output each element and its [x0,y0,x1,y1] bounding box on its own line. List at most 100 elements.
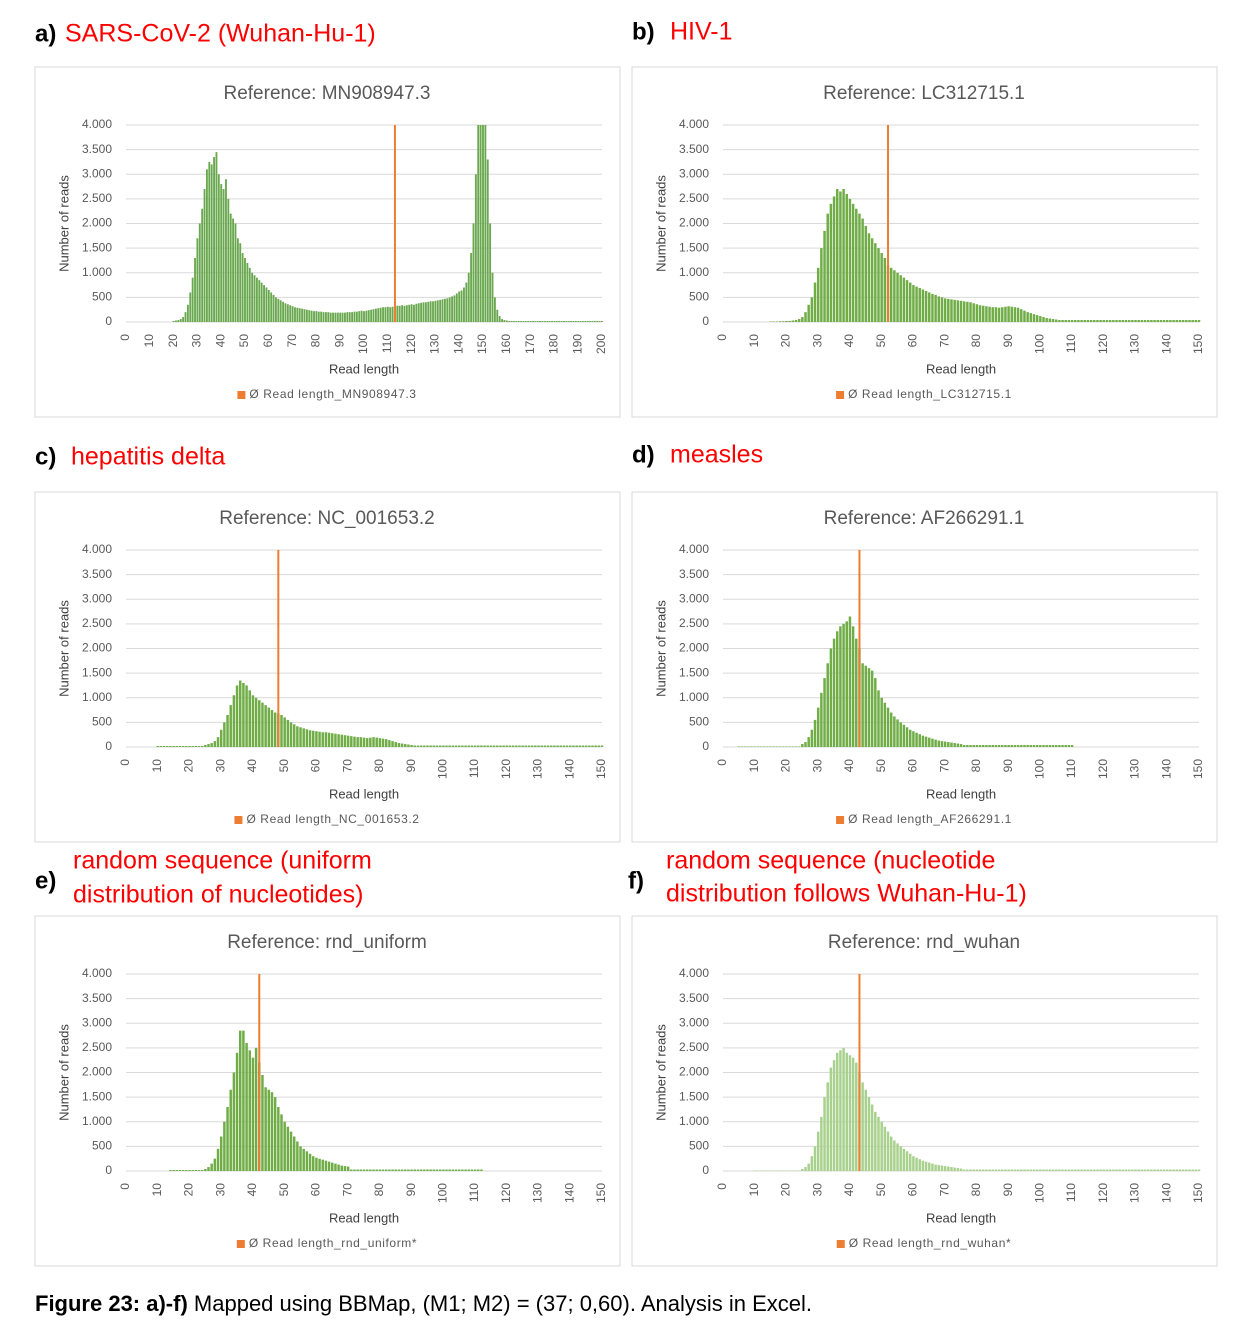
panel-label: d) [632,441,655,468]
bar [874,243,877,322]
bar [216,1148,220,1171]
bar [867,1097,871,1171]
x-tick-label: 150 [1191,759,1205,779]
bar [889,1136,893,1171]
bar [1029,313,1033,322]
bar [467,745,470,747]
bar [318,731,321,747]
panel-heading: random sequence (nucleotide [666,847,995,875]
bar [530,745,534,747]
bar [340,1165,344,1171]
bar [1166,1169,1169,1171]
bar [1127,1169,1131,1171]
y-tick-label: 2.000 [679,216,709,230]
bar [186,304,189,322]
bar [905,727,909,747]
bar [804,312,807,322]
bar [479,125,482,322]
bar [474,174,477,322]
bar [324,1160,328,1171]
bar [848,198,852,322]
x-tick-label: 140 [1159,759,1173,779]
y-tick-label: 0 [702,1163,709,1177]
bar [1010,1169,1014,1171]
bar [991,307,994,322]
bar [179,319,182,322]
bar [1118,1169,1121,1171]
bar [1175,1169,1179,1171]
bar [855,638,858,747]
bar [279,300,282,322]
bar [294,307,296,322]
x-tick-label: 90 [404,1183,418,1197]
x-tick-label: 20 [182,1183,196,1197]
bar [1188,1169,1191,1171]
bar [289,722,293,747]
bar [318,1158,321,1171]
bar [1032,1169,1036,1171]
bar [555,321,558,322]
bar [1070,745,1074,747]
bar [296,726,299,747]
bar [292,1136,296,1171]
x-tick-label: 10 [747,759,761,773]
bar [429,301,432,322]
x-tick-label: 100 [1033,759,1047,779]
bar [505,745,509,747]
bar [1023,310,1026,322]
y-axis-title: Number of reads [653,600,668,697]
bar [337,734,340,747]
x-tick-label: 10 [150,1183,164,1197]
bar [567,321,570,322]
bar [574,321,577,322]
bar [239,680,242,747]
bar [966,1169,969,1171]
bar [308,730,312,747]
bar [810,1156,814,1171]
bar [810,297,814,322]
bar [222,189,225,322]
bar [382,307,384,322]
bar [226,714,229,747]
y-tick-label: 1.500 [679,665,709,679]
y-tick-label: 1.000 [82,265,112,279]
bar [324,312,327,322]
bar [200,746,204,747]
bar [1039,745,1042,747]
bar [423,1169,426,1171]
bar [379,307,382,322]
bar [1013,1169,1017,1171]
bar [505,320,508,322]
bar [836,631,839,747]
x-tick-label: 30 [190,334,204,348]
bar [350,736,353,747]
bar [1035,745,1039,747]
bar [536,321,539,322]
bar [880,697,883,747]
bar [360,310,363,322]
caption-bold: Figure 23: a)-f) [35,1291,188,1316]
x-tick-label: 200 [594,334,608,354]
bar [480,1169,483,1171]
y-tick-label: 4.000 [82,117,112,131]
bar [572,321,575,322]
bar [969,1169,972,1171]
bar [832,1060,836,1171]
bar [912,1156,915,1171]
bar [432,301,434,322]
y-tick-label: 2.500 [679,1040,709,1054]
legend-label: Ø Read length_NC_001653.2 [246,812,419,826]
bar [513,321,515,322]
bar [1051,745,1055,747]
bar [248,267,251,322]
legend-label: Ø Read length_rnd_uniform* [249,1236,417,1250]
bar [997,745,1001,747]
bar [1058,745,1061,747]
bar [197,1170,201,1171]
bar [569,745,572,747]
x-tick-label: 40 [245,759,259,773]
x-tick-label: 60 [261,334,275,348]
bar [1089,1169,1093,1171]
bar [924,736,928,747]
bar [813,719,817,747]
